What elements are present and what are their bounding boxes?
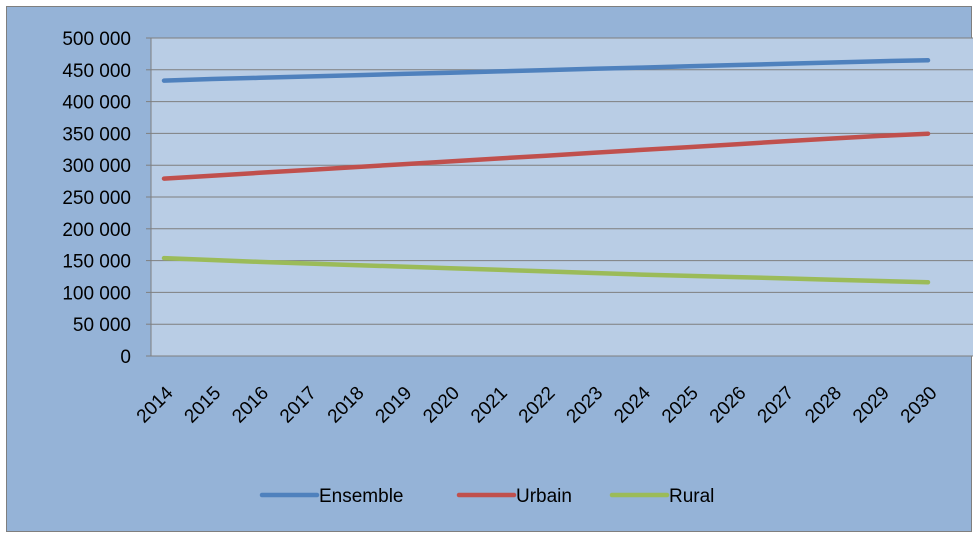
y-tick-label: 100 000	[62, 283, 131, 304]
y-tick-label: 0	[120, 347, 131, 368]
x-tick-label: 2027	[754, 383, 799, 428]
x-tick-label: 2025	[658, 383, 703, 428]
x-tick-label: 2026	[706, 383, 751, 428]
x-tick-label: 2015	[181, 383, 226, 428]
x-tick-label: 2016	[228, 383, 273, 428]
x-tick-label: 2022	[515, 383, 560, 428]
x-tick-label: 2023	[563, 383, 608, 428]
y-tick-label: 250 000	[62, 188, 131, 209]
y-tick-label: 50 000	[73, 315, 131, 336]
y-tick-label: 300 000	[62, 156, 131, 177]
x-tick-label: 2019	[372, 383, 417, 428]
series-lines	[161, 58, 931, 285]
legend-label: Rural	[669, 486, 714, 507]
x-tick-label: 2028	[801, 383, 846, 428]
x-tick-label: 2030	[897, 383, 942, 428]
x-tick-label: 2024	[610, 382, 655, 427]
y-tick-label: 500 000	[62, 29, 131, 50]
x-tick-label: 2021	[467, 383, 512, 428]
y-axis-ticks: 0 50 000 100 000 150 000 200 000 250 000 300 0…	[62, 29, 131, 368]
x-tick-label: 2020	[419, 383, 464, 428]
x-axis-ticks: 2014 2015 2016 2017 2018 2019 2020 2021 2022 2023…	[133, 382, 942, 427]
y-tick-label: 400 000	[62, 93, 131, 114]
legend-label: Ensemble	[319, 486, 404, 507]
x-tick-label: 2014	[133, 382, 178, 427]
series-line-rural	[161, 255, 931, 285]
y-tick-label: 350 000	[62, 124, 131, 145]
x-tick-label: 2018	[324, 383, 369, 428]
y-tick-label: 450 000	[62, 61, 131, 82]
y-tick-label: 150 000	[62, 252, 131, 273]
line-chart: 0 50 000 100 000 150 000 200 000 250 000 300 0…	[62, 29, 973, 507]
y-tick-label: 200 000	[62, 220, 131, 241]
chart-area: 0 50 000 100 000 150 000 200 000 250 000 300 0…	[6, 6, 973, 532]
legend: Ensemble Urbain Rural	[259, 486, 714, 507]
x-tick-label: 2029	[849, 383, 894, 428]
series-line-urbain	[161, 131, 931, 181]
x-tick-label: 2017	[276, 383, 321, 428]
legend-label: Urbain	[516, 486, 572, 507]
series-line-ensemble	[161, 58, 931, 83]
